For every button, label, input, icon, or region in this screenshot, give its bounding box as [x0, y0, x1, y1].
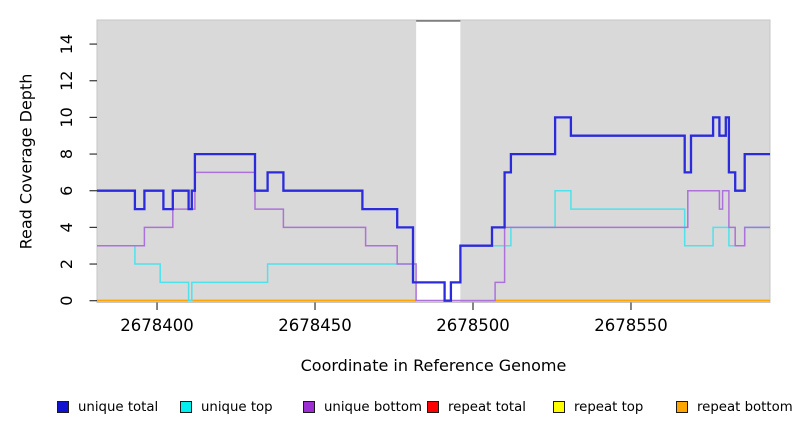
legend-item-unique-total: unique total [57, 399, 158, 415]
y-tick-label: 0 [57, 296, 76, 306]
legend-swatch-icon [427, 401, 439, 413]
y-tick-label: 2 [57, 259, 76, 269]
x-tick-label: 2678400 [120, 316, 194, 335]
chart-legend: unique total unique top unique bottom repea… [0, 399, 792, 417]
y-tick-label: 6 [57, 186, 76, 196]
x-tick-label: 2678550 [594, 316, 668, 335]
legend-swatch-icon [676, 401, 688, 413]
y-axis-title: Read Coverage Depth [16, 73, 36, 250]
y-tick-label: 8 [57, 149, 76, 159]
legend-item-repeat-top: repeat top [553, 399, 643, 415]
legend-swatch-icon [180, 401, 192, 413]
legend-item-repeat-bottom: repeat bottom [676, 399, 792, 415]
highlight-band [416, 21, 461, 302]
y-tick-label: 10 [57, 107, 76, 127]
series-line-unique-total [97, 116, 770, 302]
legend-swatch-icon [553, 401, 565, 413]
y-tick-label: 4 [57, 222, 76, 232]
y-tick-label: 14 [57, 34, 76, 54]
x-tick-label: 2678500 [436, 316, 510, 335]
legend-label: unique bottom [324, 399, 422, 415]
legend-item-unique-bottom: unique bottom [303, 399, 422, 415]
legend-swatch-icon [303, 401, 315, 413]
legend-label: unique top [201, 399, 273, 415]
y-tick-label: 12 [57, 71, 76, 91]
legend-item-repeat-total: repeat total [427, 399, 526, 415]
x-tick-label: 2678450 [278, 316, 352, 335]
legend-label: repeat bottom [697, 399, 792, 415]
legend-label: unique total [78, 399, 159, 415]
legend-label: repeat top [574, 399, 644, 415]
legend-swatch-icon [57, 401, 69, 413]
x-axis-title: Coordinate in Reference Genome [300, 356, 567, 375]
legend-label: repeat total [448, 399, 526, 415]
legend-item-unique-top: unique top [180, 399, 273, 415]
